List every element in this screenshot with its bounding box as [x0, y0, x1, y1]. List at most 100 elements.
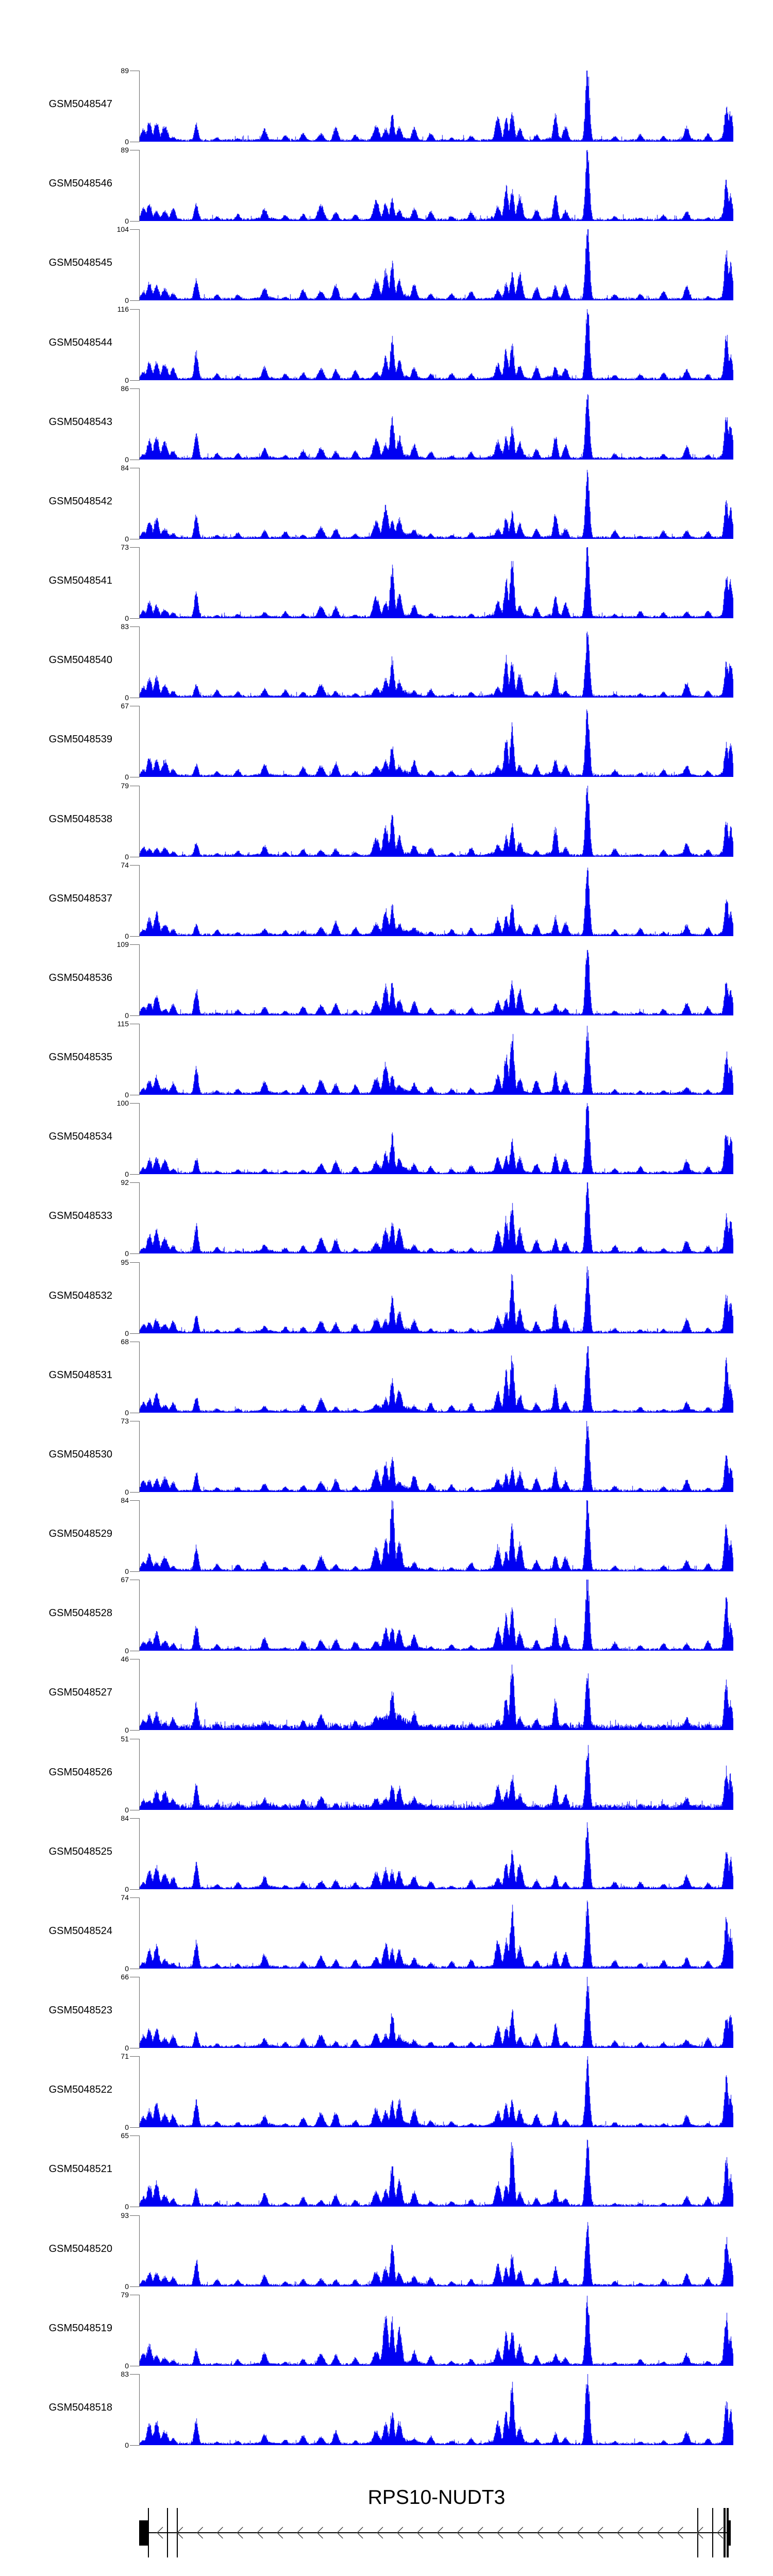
- track-ymin-label: 0: [125, 693, 129, 702]
- track-ymin-label: 0: [125, 1647, 129, 1655]
- track-ymin-label: 0: [125, 773, 129, 781]
- gene-utr-box: [139, 2520, 148, 2546]
- track-sample-label: GSM5048529: [48, 1528, 112, 1539]
- track-ymax-tick: [130, 2374, 139, 2375]
- track-ymax-label: 93: [121, 2211, 129, 2219]
- track-yaxis-line: [139, 1818, 140, 1890]
- track-ymin-label: 0: [125, 2441, 129, 2449]
- track-sample-label: GSM5048523: [48, 2005, 112, 2016]
- track-ymin-label: 0: [125, 1249, 129, 1258]
- track-signal-area: [140, 786, 733, 857]
- track-sample-label: GSM5048522: [48, 2084, 112, 2095]
- track-yaxis-line: [139, 547, 140, 619]
- track-signal-area: [140, 1500, 733, 1571]
- track-ymin-tick: [130, 2445, 139, 2446]
- track-ymin-tick: [130, 221, 139, 222]
- track-signal-area: [140, 1977, 733, 2048]
- track-ymax-label: 79: [121, 782, 129, 790]
- track-sample-label: GSM5048520: [48, 2243, 112, 2255]
- track-ymin-label: 0: [125, 2282, 129, 2291]
- track-sample-label: GSM5048544: [48, 337, 112, 348]
- track-yaxis-line: [139, 2374, 140, 2446]
- gene-title: RPS10-NUDT3: [367, 2486, 506, 2509]
- track-ymin-label: 0: [125, 932, 129, 940]
- track-yaxis-line: [139, 786, 140, 857]
- track-ymax-label: 66: [121, 1973, 129, 1981]
- track-ymin-label: 0: [125, 1488, 129, 1496]
- track-ymax-label: 116: [117, 305, 129, 313]
- track-sample-label: GSM5048530: [48, 1449, 112, 1460]
- track-ymin-label: 0: [125, 1409, 129, 1417]
- track-ymax-tick: [130, 626, 139, 627]
- track-yaxis-line: [139, 2136, 140, 2207]
- track-ymin-label: 0: [125, 2202, 129, 2211]
- track-signal-area: [140, 468, 733, 539]
- track-ymin-label: 0: [125, 614, 129, 622]
- strand-direction-arrows: [157, 2527, 724, 2539]
- track-ymin-tick: [130, 380, 139, 381]
- track-yaxis-line: [139, 2215, 140, 2287]
- track-yaxis-line: [139, 1421, 140, 1493]
- gene-backbone-line: [148, 2532, 728, 2533]
- track-ymax-label: 83: [121, 2370, 129, 2378]
- track-ymin-label: 0: [125, 1567, 129, 1575]
- track-sample-label: GSM5048528: [48, 1607, 112, 1619]
- track-sample-label: GSM5048538: [48, 814, 112, 825]
- track-ymax-label: 65: [121, 2131, 129, 2140]
- track-ymin-tick: [130, 1492, 139, 1493]
- track-signal-area: [140, 1659, 733, 1730]
- track-sample-label: GSM5048543: [48, 416, 112, 428]
- track-sample-label: GSM5048531: [48, 1369, 112, 1381]
- track-signal-area: [140, 1421, 733, 1492]
- track-sample-label: GSM5048539: [48, 734, 112, 745]
- track-sample-label: GSM5048536: [48, 972, 112, 984]
- track-ymin-label: 0: [125, 1011, 129, 1020]
- track-signal-area: [140, 150, 733, 221]
- track-ymax-label: 74: [121, 1893, 129, 1902]
- track-ymax-label: 95: [121, 1258, 129, 1266]
- track-ymax-tick: [130, 229, 139, 230]
- track-signal-area: [140, 547, 733, 618]
- track-ymin-label: 0: [125, 1806, 129, 1814]
- gene-exon-line: [724, 2508, 726, 2557]
- track-ymin-tick: [130, 1571, 139, 1572]
- track-yaxis-line: [139, 865, 140, 937]
- track-yaxis-line: [139, 1897, 140, 1969]
- track-sample-label: GSM5048537: [48, 893, 112, 904]
- track-ymax-label: 109: [116, 940, 129, 948]
- track-ymax-tick: [130, 1262, 139, 1263]
- track-ymax-label: 67: [121, 1575, 129, 1584]
- track-ymax-tick: [130, 1103, 139, 1104]
- track-ymin-label: 0: [125, 138, 129, 146]
- track-ymax-tick: [130, 309, 139, 310]
- track-ymin-label: 0: [125, 853, 129, 861]
- track-ymax-label: 84: [121, 464, 129, 472]
- track-ymin-label: 0: [125, 1726, 129, 1734]
- track-yaxis-line: [139, 1342, 140, 1413]
- track-ymax-tick: [130, 2056, 139, 2057]
- track-signal-area: [140, 1739, 733, 1810]
- track-yaxis-line: [139, 229, 140, 301]
- track-sample-label: GSM5048521: [48, 2163, 112, 2175]
- track-ymax-label: 73: [121, 543, 129, 551]
- track-signal-area: [140, 229, 733, 300]
- track-signal-area: [140, 2295, 733, 2366]
- track-ymin-label: 0: [125, 2044, 129, 2052]
- track-ymin-label: 0: [125, 1091, 129, 1099]
- track-ymax-label: 46: [121, 1655, 129, 1663]
- track-ymax-label: 79: [121, 2291, 129, 2299]
- track-ymin-label: 0: [125, 217, 129, 225]
- track-yaxis-line: [139, 71, 140, 142]
- track-signal-area: [140, 1818, 733, 1889]
- track-ymin-label: 0: [125, 1170, 129, 1178]
- track-ymin-tick: [130, 300, 139, 301]
- track-signal-area: [140, 71, 733, 142]
- track-sample-label: GSM5048526: [48, 1767, 112, 1778]
- track-ymax-label: 73: [121, 1417, 129, 1425]
- track-ymax-label: 83: [121, 622, 129, 631]
- track-ymax-label: 115: [117, 1020, 129, 1028]
- track-yaxis-line: [139, 2295, 140, 2366]
- track-ymin-label: 0: [125, 535, 129, 543]
- track-signal-area: [140, 1897, 733, 1969]
- track-sample-label: GSM5048519: [48, 2323, 112, 2334]
